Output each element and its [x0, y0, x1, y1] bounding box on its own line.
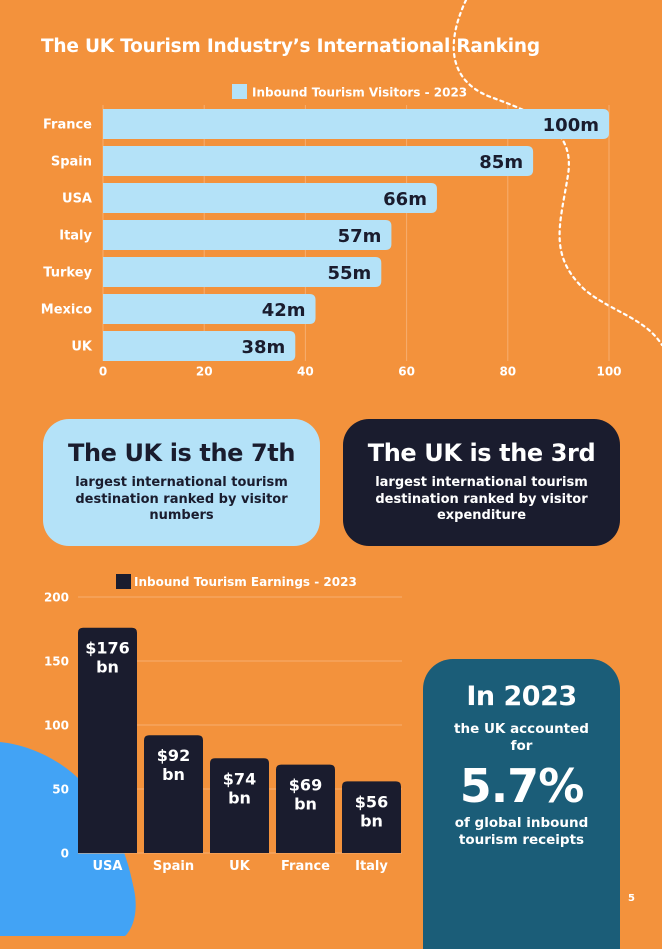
category-label: Italy: [59, 229, 92, 244]
category-label: USA: [93, 859, 123, 874]
dotted-curve-decoration: [452, 0, 662, 347]
expenditure-rank-text: largest international tourism destinatio…: [375, 475, 588, 523]
y-tick-label: 0: [61, 847, 69, 861]
legend-swatch: [116, 574, 131, 589]
value-label: 100m: [543, 115, 599, 136]
value-label: 42m: [262, 300, 306, 321]
visitor-rank-card: The UK is the 7th largest international …: [43, 419, 320, 546]
category-label: UK: [229, 859, 251, 874]
x-tick-label: 100: [596, 365, 621, 379]
expenditure-rank-card: The UK is the 3rd largest international …: [343, 419, 620, 546]
page-number: 5: [628, 893, 635, 904]
bar-usa: [78, 627, 137, 853]
bar-usa: [103, 183, 437, 213]
value-label: $56: [355, 792, 388, 811]
bar-france: [276, 764, 335, 853]
value-label-unit: bn: [360, 811, 383, 830]
earnings-bar-chart: Inbound Tourism Earnings - 2023 0 50 100 15…: [44, 574, 402, 874]
value-label: $176: [85, 639, 130, 658]
x-tick-label: 0: [99, 365, 107, 379]
y-tick-label: 200: [44, 591, 69, 605]
bar-uk: [103, 331, 296, 361]
page-title: The UK Tourism Industry’s International …: [41, 36, 540, 57]
x-tick-label: 60: [398, 365, 415, 379]
value-label-unit: bn: [228, 788, 251, 807]
legend-swatch: [232, 84, 247, 99]
bar-italy: [342, 781, 401, 853]
value-label-unit: bn: [96, 658, 119, 677]
value-label-unit: bn: [162, 765, 185, 784]
visitors-bar-chart: Inbound Tourism Visitors - 2023 0 20 40 60 8…: [41, 84, 622, 379]
bar-italy: [103, 220, 392, 250]
visitor-rank-heading: The UK is the 7th: [67, 439, 296, 467]
category-label: Spain: [51, 155, 92, 170]
bar-mexico: [103, 294, 316, 324]
category-label: USA: [62, 192, 92, 207]
y-tick-label: 150: [44, 655, 69, 669]
value-label: 57m: [338, 226, 382, 247]
y-tick-label: 50: [52, 783, 69, 797]
value-label: 38m: [241, 337, 285, 358]
legend-label: Inbound Tourism Visitors - 2023: [252, 86, 467, 100]
blue-blob-decoration: [0, 742, 136, 936]
value-label: $69: [289, 776, 322, 795]
bar-turkey: [103, 257, 382, 287]
bar-uk: [210, 758, 269, 853]
category-label: Turkey: [43, 266, 92, 281]
x-tick-label: 40: [297, 365, 314, 379]
stat-percent: 5.7%: [459, 759, 585, 813]
value-label-unit: bn: [294, 795, 317, 814]
stat-year: In 2023: [466, 681, 577, 712]
bar-france: [103, 109, 609, 139]
legend-label: Inbound Tourism Earnings - 2023: [134, 575, 357, 589]
value-label: 85m: [479, 152, 523, 173]
category-label: UK: [71, 340, 93, 355]
value-label: $92: [157, 746, 190, 765]
category-label: France: [43, 118, 92, 133]
value-label: 66m: [383, 189, 427, 210]
x-tick-label: 80: [499, 365, 516, 379]
value-label: $74: [223, 769, 256, 788]
y-tick-label: 100: [44, 719, 69, 733]
visitor-rank-text: largest international tourism destinatio…: [75, 475, 288, 523]
bar-spain: [144, 735, 203, 853]
category-label: France: [281, 859, 330, 874]
expenditure-rank-heading: The UK is the 3rd: [367, 439, 596, 467]
x-tick-label: 20: [196, 365, 213, 379]
category-label: Italy: [355, 859, 388, 874]
category-label: Mexico: [41, 303, 92, 318]
global-share-panel: In 2023 the UK accounted for 5.7% of glo…: [423, 659, 620, 949]
value-label: 55m: [327, 263, 371, 284]
stat-line-2: of global inbound tourism receipts: [454, 815, 589, 848]
bar-spain: [103, 146, 534, 176]
stat-line-1: the UK accounted for: [454, 721, 589, 754]
category-label: Spain: [153, 859, 194, 874]
